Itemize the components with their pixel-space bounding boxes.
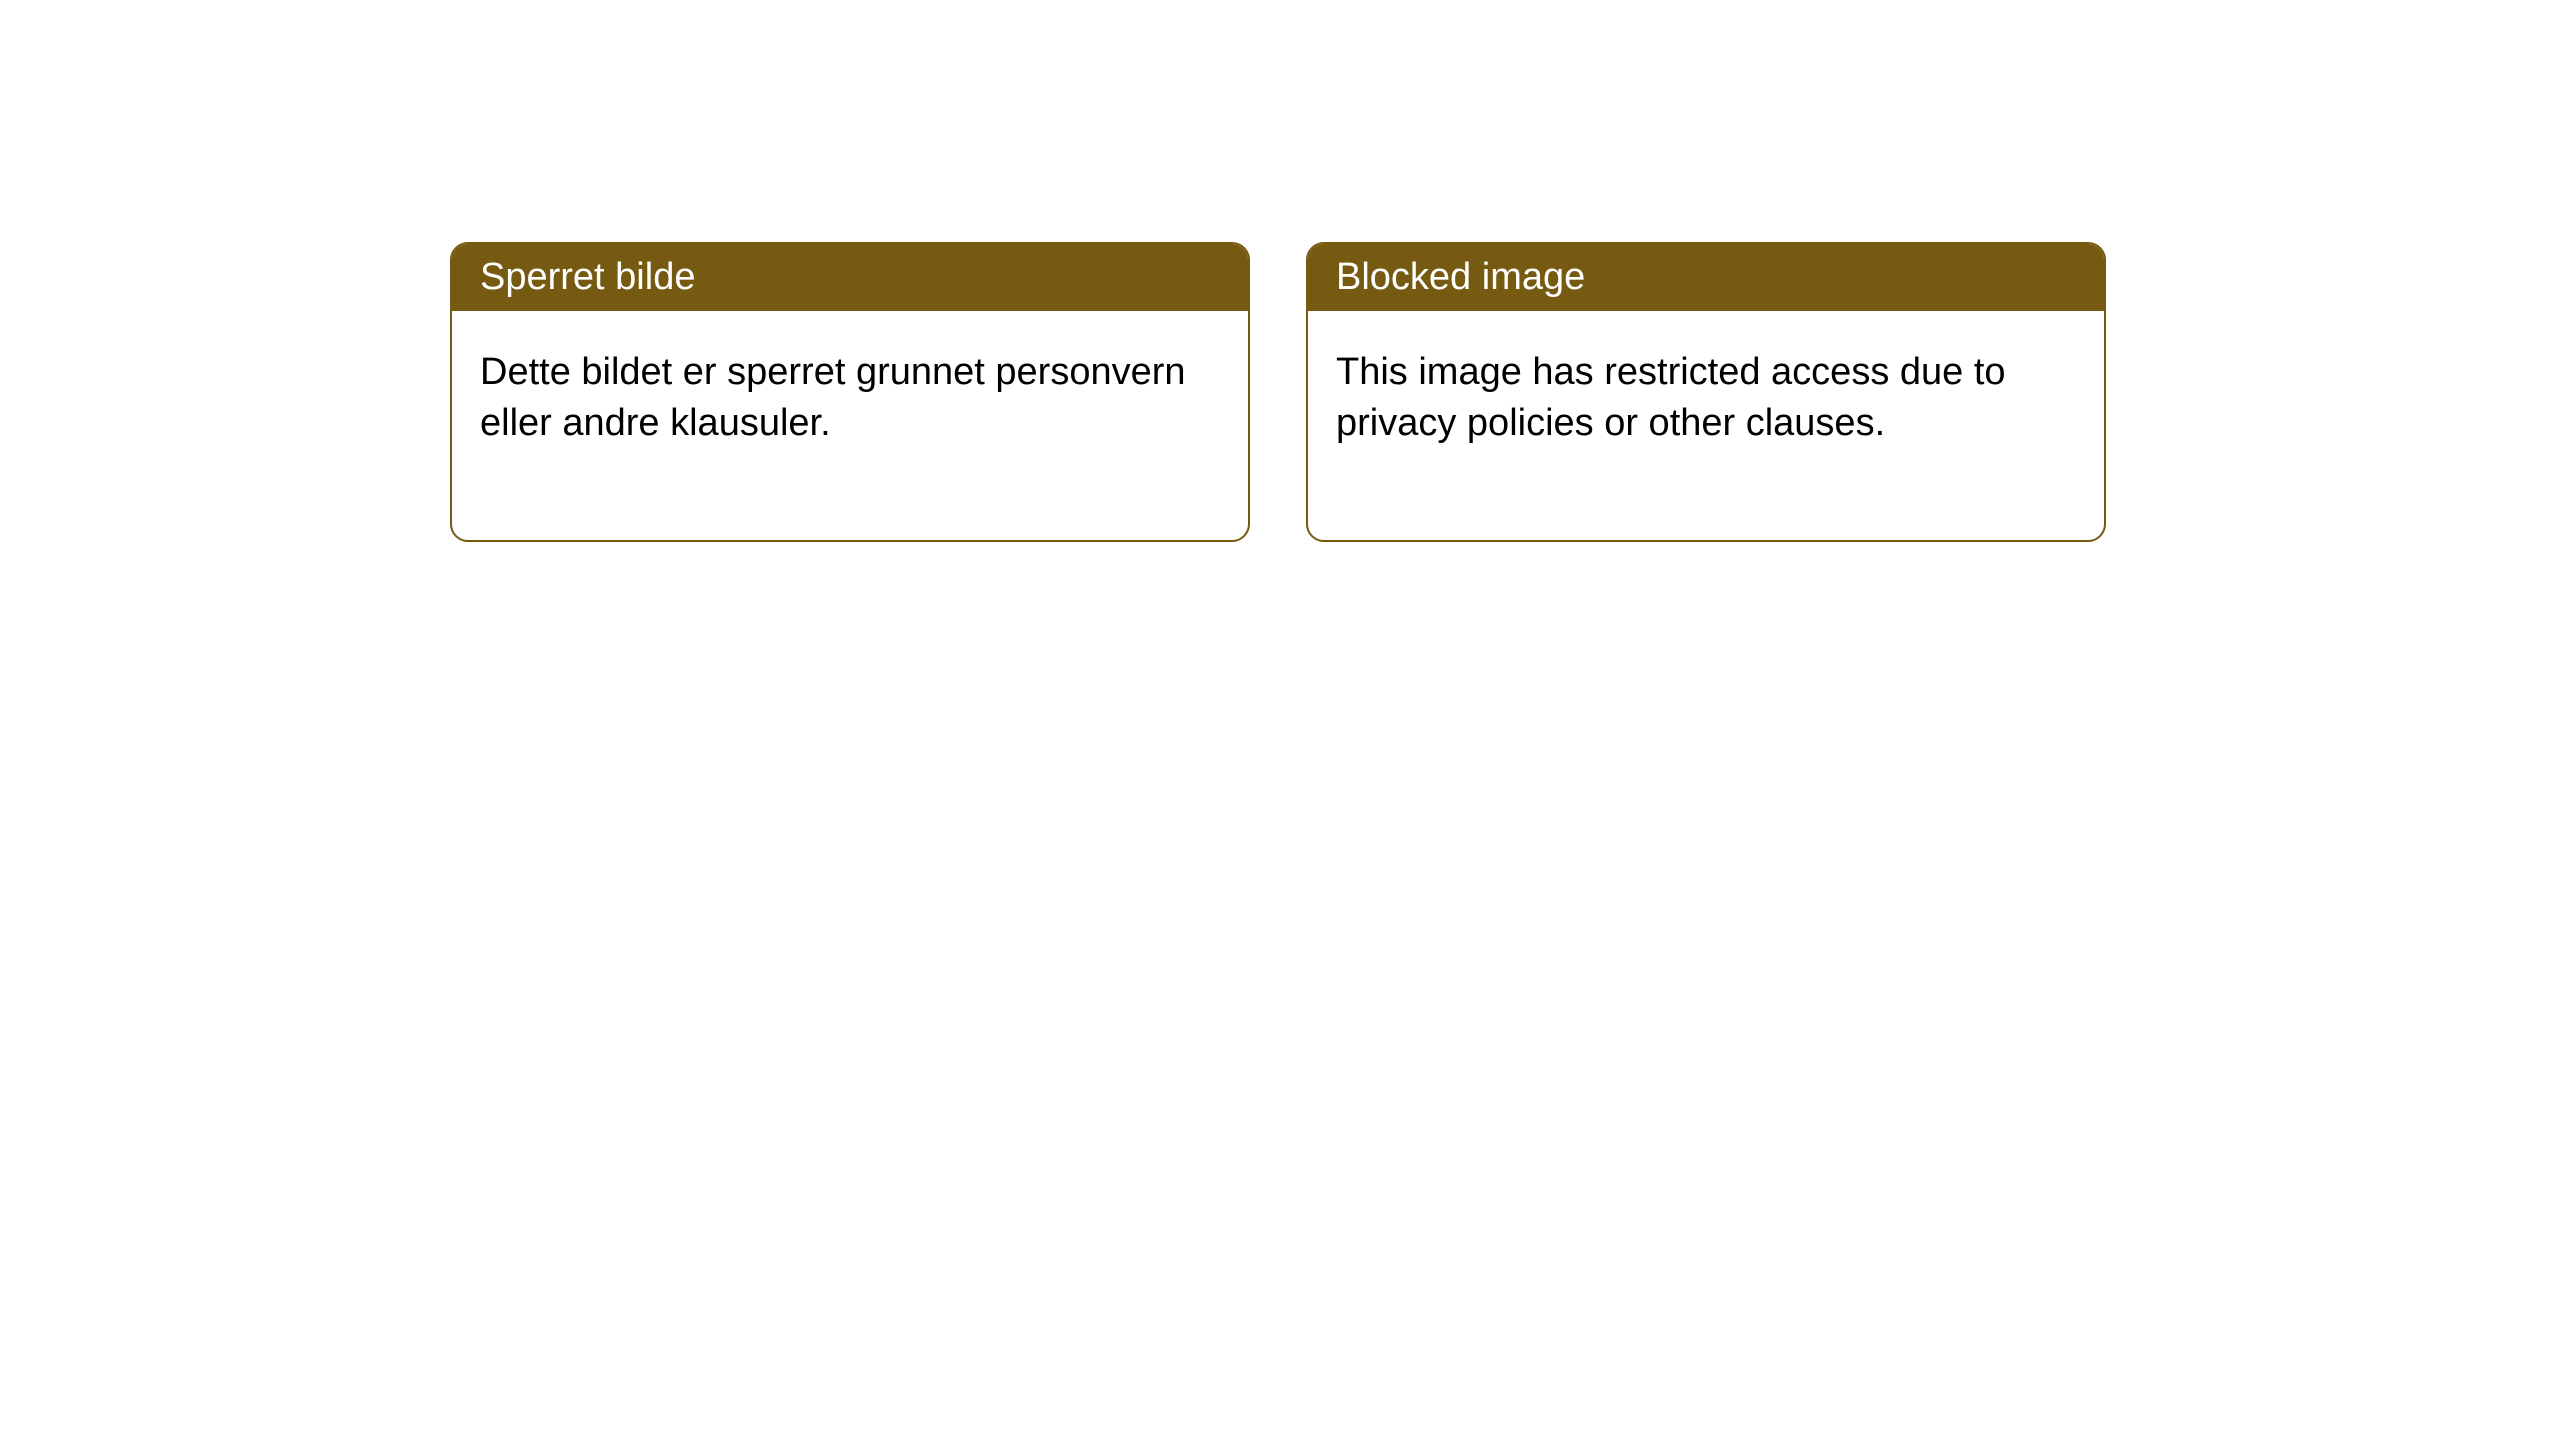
- info-cards-container: Sperret bilde Dette bildet er sperret gr…: [0, 0, 2560, 542]
- info-card-header: Blocked image: [1308, 244, 2104, 311]
- info-card-header: Sperret bilde: [452, 244, 1248, 311]
- info-card-norwegian: Sperret bilde Dette bildet er sperret gr…: [450, 242, 1250, 542]
- info-card-body: Dette bildet er sperret grunnet personve…: [452, 311, 1248, 540]
- info-card-body: This image has restricted access due to …: [1308, 311, 2104, 540]
- info-card-english: Blocked image This image has restricted …: [1306, 242, 2106, 542]
